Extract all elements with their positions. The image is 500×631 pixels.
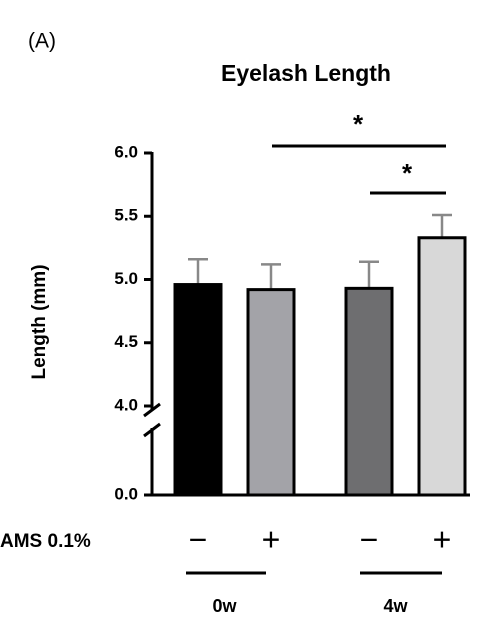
y-axis-label: Length (mm) <box>29 264 50 379</box>
significance <box>186 144 446 575</box>
y-tick-label: 5.5 <box>114 206 138 225</box>
x-tick-label: − <box>189 521 208 557</box>
axis-break <box>143 422 161 438</box>
significance-label: * <box>353 109 364 139</box>
x-tick-label: + <box>433 521 452 557</box>
panel-label: (A) <box>28 30 56 53</box>
bar <box>344 286 394 497</box>
x-tick-label: + <box>262 521 281 557</box>
significance-label: * <box>402 158 413 188</box>
group-label: 0w <box>212 596 237 616</box>
y-tick-label: 0.0 <box>114 484 138 503</box>
y-tick-label: 6.0 <box>114 142 138 161</box>
chart-title: Eyelash Length <box>221 60 391 86</box>
bar <box>417 236 467 497</box>
x-axis-label: AMS 0.1% <box>0 531 91 552</box>
group-label: 4w <box>383 596 408 616</box>
bar <box>246 288 296 497</box>
axis-break <box>143 402 161 418</box>
y-tick-label: 4.5 <box>114 332 138 351</box>
x-tick-label: − <box>360 521 379 557</box>
y-tick-label: 5.0 <box>114 269 138 288</box>
y-tick-label: 4.0 <box>114 395 138 414</box>
bar <box>173 283 223 497</box>
